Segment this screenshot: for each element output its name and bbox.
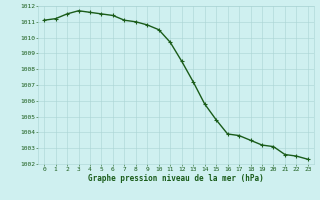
X-axis label: Graphe pression niveau de la mer (hPa): Graphe pression niveau de la mer (hPa)	[88, 174, 264, 183]
